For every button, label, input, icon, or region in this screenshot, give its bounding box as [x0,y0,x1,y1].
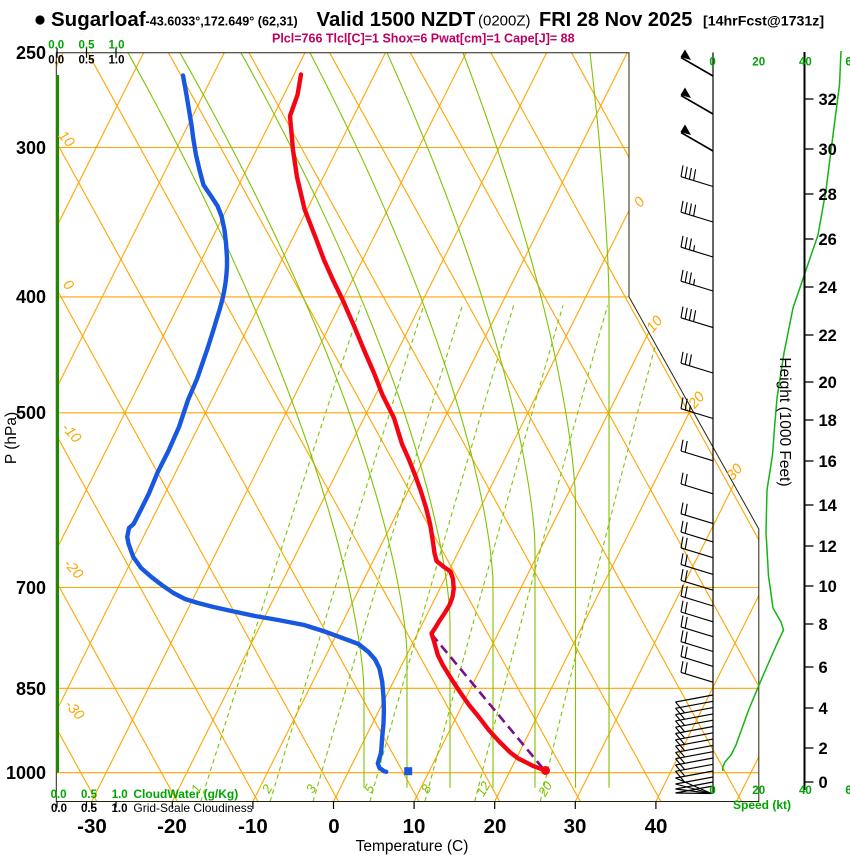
svg-text:Sugarloaf: Sugarloaf [51,8,146,31]
svg-text:0: 0 [59,277,76,294]
svg-text:Grid-Scale Cloudiness: Grid-Scale Cloudiness [133,801,252,815]
svg-text:0: 0 [709,785,715,797]
svg-text:-30: -30 [77,815,107,838]
svg-text:40: 40 [799,785,812,797]
svg-text:8: 8 [418,781,435,795]
svg-text:-20: -20 [157,815,187,838]
svg-text:20: 20 [484,815,507,838]
svg-text:30: 30 [564,815,587,838]
svg-text:8: 8 [819,616,828,634]
svg-text:1.0: 1.0 [112,789,128,801]
svg-text:1.0: 1.0 [109,55,125,67]
svg-text:10: 10 [819,578,837,596]
svg-text:20: 20 [752,57,765,69]
svg-text:-10: -10 [238,815,268,838]
svg-text:0.5: 0.5 [81,803,98,815]
svg-text:20: 20 [685,389,708,412]
svg-text:0.5: 0.5 [81,789,98,801]
svg-text:14: 14 [819,497,838,515]
svg-text:32: 32 [819,91,837,109]
svg-text:0: 0 [819,774,828,792]
svg-text:10: 10 [403,815,426,838]
svg-text:12: 12 [819,538,837,556]
svg-text:20: 20 [534,778,555,800]
svg-text:-20: -20 [60,556,86,582]
svg-text:-10: -10 [58,420,84,446]
svg-text:250: 250 [16,43,46,63]
svg-text:12: 12 [473,778,494,799]
svg-text:30: 30 [819,141,837,159]
svg-text:FRI 28 Nov 2025: FRI 28 Nov 2025 [539,9,692,31]
svg-text:0: 0 [631,194,648,210]
svg-text:2: 2 [819,740,828,758]
svg-text:22: 22 [819,327,837,345]
svg-text:6: 6 [819,659,828,677]
svg-text:0.0: 0.0 [51,789,67,801]
svg-text:Valid 1500 NZDT: Valid 1500 NZDT [317,9,476,31]
svg-text:500: 500 [16,403,46,423]
svg-text:0.0: 0.0 [48,40,64,52]
svg-text:20: 20 [752,785,765,797]
svg-text:1.0: 1.0 [109,40,125,52]
svg-text:[14hrFcst@1731z]: [14hrFcst@1731z] [703,14,824,30]
svg-text:3: 3 [303,781,320,795]
svg-text:-43.6033°,172.649° (62,31): -43.6033°,172.649° (62,31) [146,15,298,29]
svg-text:0.5: 0.5 [79,40,96,52]
svg-text:40: 40 [645,815,668,838]
svg-text:Speed (kt): Speed (kt) [733,798,791,812]
svg-text:0: 0 [328,815,339,838]
svg-text:10: 10 [644,313,667,336]
svg-text:1000: 1000 [6,763,46,783]
svg-text:700: 700 [16,578,46,598]
svg-text:28: 28 [819,186,837,204]
svg-text:-30: -30 [61,697,87,723]
svg-text:0.0: 0.0 [48,55,64,67]
svg-text:4: 4 [819,700,829,718]
svg-text:1.0: 1.0 [112,803,128,815]
svg-text:400: 400 [16,287,46,307]
svg-text:850: 850 [16,679,46,699]
svg-text:20: 20 [819,374,837,392]
svg-text:16: 16 [819,453,837,471]
svg-text:0.0: 0.0 [51,803,67,815]
svg-text:30: 30 [724,461,747,484]
svg-text:CloudWater (g/Kg): CloudWater (g/Kg) [133,787,238,801]
svg-text:60: 60 [845,57,850,69]
svg-text:18: 18 [819,412,837,430]
svg-text:Plcl=766 Tlcl[C]=1 Shox=6 Pwat: Plcl=766 Tlcl[C]=1 Shox=6 Pwat[cm]=1 Cap… [272,32,575,46]
svg-text:Height (1000 Feet): Height (1000 Feet) [776,357,793,486]
svg-text:2: 2 [258,781,275,796]
svg-text:P (hPa): P (hPa) [3,412,20,464]
svg-text:300: 300 [16,138,46,158]
svg-text:60: 60 [845,785,850,797]
svg-text:0.5: 0.5 [79,55,96,67]
svg-text:(0200Z): (0200Z) [478,13,531,30]
svg-text:0: 0 [709,57,715,69]
svg-text:24: 24 [819,279,838,297]
svg-text:Temperature (C): Temperature (C) [356,838,469,855]
svg-text:40: 40 [799,57,812,69]
svg-text:26: 26 [819,231,837,249]
